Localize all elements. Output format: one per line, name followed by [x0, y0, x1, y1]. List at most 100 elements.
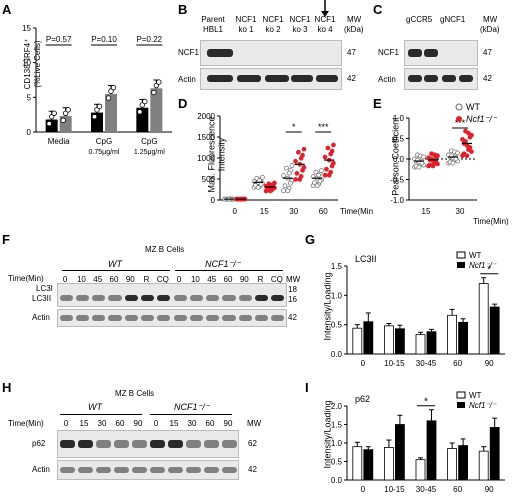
data-point [257, 177, 263, 183]
panel-label-e: E [373, 96, 382, 111]
band [203, 467, 219, 473]
band [59, 440, 75, 448]
x-tick-label: 90 [485, 359, 494, 368]
blot-h-row-actin: Actin [32, 465, 50, 474]
blot-h-mw-actin: 42 [248, 465, 257, 474]
data-point [267, 188, 273, 194]
bar [478, 283, 489, 355]
legend-ko-label: Ncf1⁻/⁻ [469, 261, 497, 270]
y-tick-label: 1.5 [331, 421, 343, 430]
panel-label-i: I [305, 380, 309, 395]
blot-f-mw-actin: 42 [288, 313, 297, 322]
y-tick-label: 2.0 [331, 402, 343, 411]
significance-label: * [424, 397, 428, 408]
data-point [156, 79, 162, 85]
lane-label: 90 [125, 275, 135, 284]
data-point [430, 163, 436, 169]
data-point [281, 173, 286, 178]
data-point [314, 183, 320, 189]
blot-h-mw-p62: 62 [248, 439, 257, 448]
data-point [322, 172, 328, 178]
legend-ko-label: Ncf1⁻/⁻ [466, 114, 498, 124]
band [265, 75, 289, 82]
data-point [298, 155, 304, 161]
bar [426, 331, 437, 355]
blot-b-mw-ncf1: 47 [347, 48, 356, 57]
chart-a-ylabel-2: (%Live Cells) [33, 40, 42, 88]
y-tick-label: 1.0 [393, 114, 405, 123]
band [271, 315, 285, 321]
chart-e-ylabel: Pearson Coefficient [390, 117, 401, 196]
band [206, 295, 220, 301]
data-point [455, 150, 460, 156]
x-tick-label: 60 [453, 485, 462, 494]
chart-d-ylabel-1: Max. Fluorescence [206, 116, 217, 193]
blot-f-mw-lc3i: 18 [288, 285, 297, 294]
band [140, 315, 155, 321]
data-point [300, 167, 305, 173]
band [254, 315, 269, 321]
data-point [463, 139, 468, 144]
y-tick-label: 1.0 [331, 439, 343, 448]
data-point [297, 177, 303, 182]
data-point [105, 95, 112, 101]
band [203, 440, 219, 448]
blot-h-wt-line [60, 414, 142, 415]
x-tick-label: 10-15 [384, 485, 405, 494]
data-point [450, 160, 456, 166]
data-point [328, 151, 333, 157]
lane-label: 90 [223, 419, 233, 428]
blot-c-mw-ncf1: 47 [483, 48, 492, 57]
blot-c-mw-header: MW [483, 15, 498, 24]
blot-b-ncf1 [200, 40, 342, 66]
blot-f-mw-header: MW [286, 275, 301, 284]
x-tick-label: 60 [319, 207, 328, 216]
band [271, 295, 285, 301]
panel-label-b: B [178, 2, 188, 17]
p-value-label: P=0.22 [137, 35, 163, 44]
lane-label: 15 [169, 419, 179, 428]
lane-label: 30 [187, 419, 197, 428]
bar [384, 325, 394, 355]
band [238, 315, 252, 321]
blot-b-lane-5a: NCF1 [314, 15, 336, 24]
data-point [294, 171, 300, 176]
y-tick-label: 0.0 [331, 476, 343, 485]
y-tick-label: 500 [202, 175, 216, 184]
y-tick-label: 0 [211, 196, 216, 205]
panel-label-c: C [373, 2, 383, 17]
legend-ko-swatch [457, 262, 465, 268]
blot-b-lane-4b: ko 3 [292, 25, 308, 34]
lane-label: R [257, 275, 264, 284]
data-point [96, 103, 103, 110]
bar [458, 321, 469, 355]
blot-f-mw-lc3ii: 16 [288, 295, 297, 304]
x-axis-label: Time(Min) [473, 217, 509, 226]
x-tick-label: 0 [361, 359, 366, 368]
band [291, 75, 313, 82]
panel-label-g: G [305, 232, 316, 247]
blot-b-lane-2b: ko 1 [238, 25, 254, 34]
y-tick-label: 1.0 [331, 291, 343, 300]
lane-label: 90 [239, 275, 249, 284]
bar [426, 420, 437, 481]
lane-label: 0 [176, 275, 182, 284]
data-point [329, 163, 335, 169]
lane-label: 30 [97, 419, 107, 428]
band [124, 295, 138, 301]
blot-c-row-actin: Actin [378, 75, 396, 84]
data-point [469, 132, 474, 138]
panel-label-a: A [2, 2, 12, 17]
band [408, 75, 422, 82]
band [185, 467, 201, 473]
band [207, 75, 233, 82]
band [157, 315, 171, 321]
bar [352, 446, 363, 481]
band [459, 75, 473, 82]
legend-wt-label: WT [469, 391, 482, 400]
x-tick-label: 10-15 [384, 359, 405, 368]
band [221, 440, 237, 448]
data-point [255, 185, 261, 190]
chart-e: -1.0 -0.5 0.0 0.5 1.0 15 30 Time(Min) ***WT Ncf1⁻… [390, 102, 509, 226]
data-point [464, 153, 470, 159]
